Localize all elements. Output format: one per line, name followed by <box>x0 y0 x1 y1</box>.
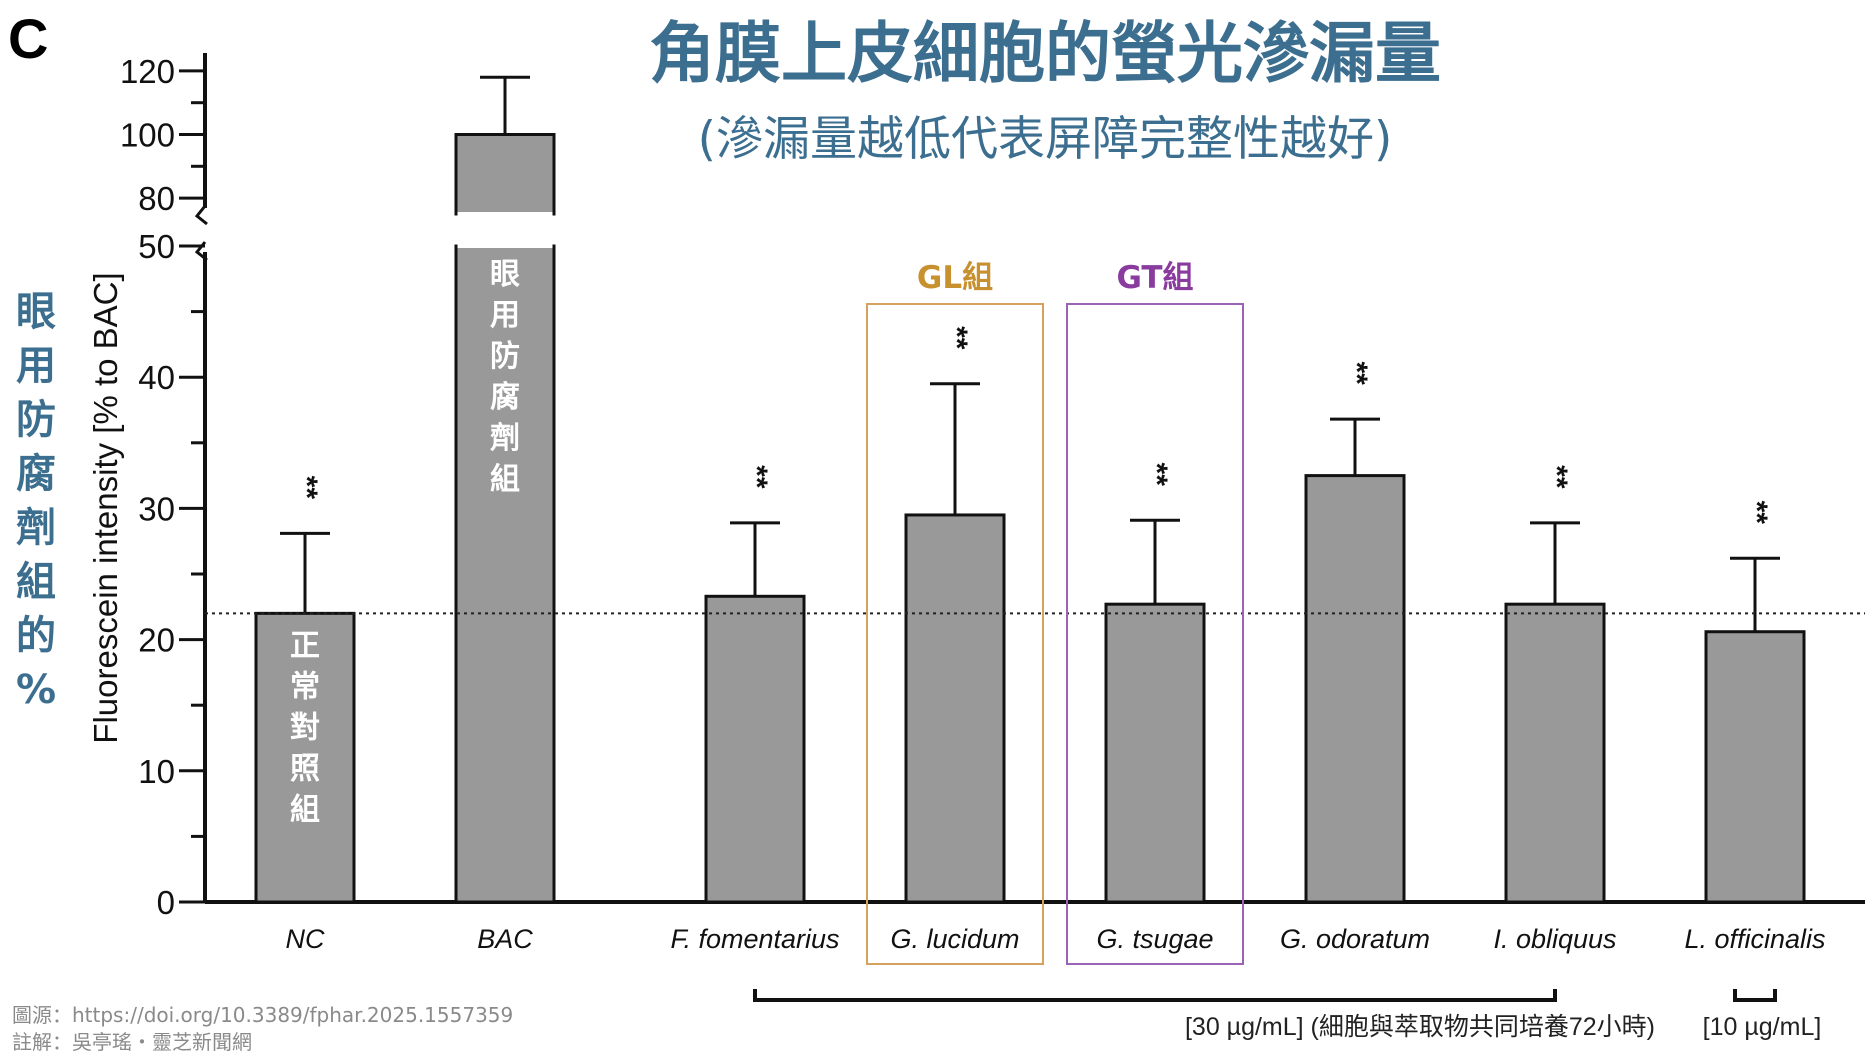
left-note-char: 防 <box>16 397 56 443</box>
x-tick-label: L. officinalis <box>1684 924 1825 954</box>
bar <box>904 513 1006 904</box>
axis-break-upper <box>194 205 208 226</box>
x-tick-label: I. obliquus <box>1493 924 1616 954</box>
x-tick-label: G. lucidum <box>890 924 1019 954</box>
bar <box>1104 602 1206 904</box>
x-tick-label: BAC <box>477 924 533 954</box>
bar <box>704 594 806 904</box>
left-note-char: 用 <box>16 343 56 389</box>
bar-label-char: 組 <box>290 792 320 827</box>
significance-marker: ** <box>1140 463 1173 487</box>
bar-label-char: 腐 <box>490 380 520 415</box>
y-tick-label: 50 <box>138 228 175 265</box>
bar-upper-segment <box>454 133 556 216</box>
y-tick-label: 40 <box>138 359 175 396</box>
bar-label-char: 對 <box>290 710 320 745</box>
chart-subtitle: (滲漏量越低代表屏障完整性越好) <box>698 112 1393 167</box>
bar-label-char: 劑 <box>490 421 520 456</box>
left-note-char: 劑 <box>16 505 56 551</box>
group-label: GL組 <box>917 260 993 296</box>
panel-label: C <box>8 7 48 70</box>
bar <box>254 611 356 904</box>
bar <box>454 244 556 904</box>
significance-marker: ** <box>1540 465 1573 489</box>
x-tick-label: G. odoratum <box>1280 924 1430 954</box>
significance-marker: ** <box>740 465 773 489</box>
significance-marker: ** <box>1740 501 1773 525</box>
bar <box>1504 602 1606 904</box>
left-note-char: % <box>16 667 56 713</box>
left-note-char: 腐 <box>16 451 56 497</box>
concentration-label: [10 µg/mL] <box>1703 1013 1822 1041</box>
significance-marker: ** <box>1340 362 1373 386</box>
significance-marker: ** <box>940 326 973 350</box>
x-tick-label: G. tsugae <box>1096 924 1213 954</box>
y-tick-label: 80 <box>138 180 175 217</box>
concentration-bracket <box>753 989 1557 1002</box>
y-axis-label: Fluorescein intensity [% to BAC] <box>87 272 124 743</box>
left-note-char: 的 <box>16 613 56 659</box>
bar-label-char: 防 <box>490 339 520 374</box>
bar <box>1704 630 1806 904</box>
concentration-bracket <box>1733 989 1777 1002</box>
bar-label-char: 組 <box>490 462 520 497</box>
bar-break-gap <box>457 212 553 248</box>
bar-label-char: 常 <box>290 669 320 704</box>
bar-label-char: 照 <box>290 751 320 786</box>
y-tick-label: 20 <box>138 622 175 659</box>
y-tick-label: 120 <box>120 53 175 90</box>
group-box <box>1066 303 1244 965</box>
source-citation: 圖源：https://doi.org/10.3389/fphar.2025.15… <box>12 1003 513 1027</box>
left-note-char: 組 <box>16 559 56 605</box>
bar-label-char: 眼 <box>490 257 520 292</box>
group-box <box>866 303 1044 965</box>
left-note-char: 眼 <box>16 289 56 335</box>
bar <box>1304 474 1406 904</box>
x-tick-label: F. fomentarius <box>670 924 839 954</box>
y-tick-label: 100 <box>120 117 175 154</box>
y-tick-label: 10 <box>138 753 175 790</box>
annotation-credit: 註解：吳亭瑤・靈芝新聞網 <box>12 1030 252 1054</box>
y-tick-label: 0 <box>157 884 175 921</box>
bar-label-char: 正 <box>290 628 320 663</box>
concentration-label: [30 µg/mL] (細胞與萃取物共同培養72小時) <box>1185 1013 1655 1041</box>
bar-label-char: 用 <box>490 298 520 333</box>
group-label: GT組 <box>1116 260 1193 296</box>
x-tick-label: NC <box>286 924 325 954</box>
significance-marker: ** <box>290 476 323 500</box>
y-tick-label: 30 <box>138 490 175 527</box>
chart-title: 角膜上皮細胞的螢光滲漏量 <box>649 15 1441 92</box>
